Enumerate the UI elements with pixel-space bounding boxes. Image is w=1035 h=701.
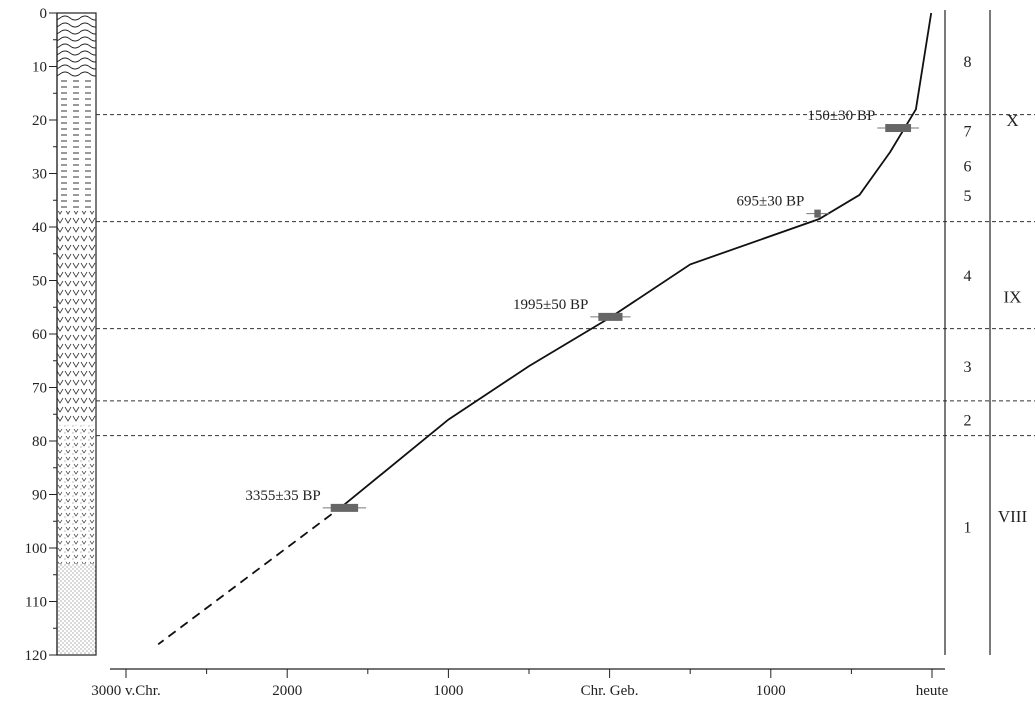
depth-tick-label: 80 (32, 434, 47, 450)
depth-tick-label: 120 (25, 648, 48, 664)
depth-tick-label: 50 (32, 274, 47, 290)
date-calibrated-range (814, 209, 821, 218)
time-tick-label: 1000 (433, 683, 463, 699)
pollen-zone-label: 5 (964, 188, 972, 205)
pollen-zone-label: 4 (964, 268, 972, 285)
date-calibrated-range (598, 312, 623, 321)
pollen-zone-label: 8 (964, 54, 972, 71)
depth-tick-label: 60 (32, 327, 47, 343)
date-calibrated-range (330, 503, 359, 512)
depth-tick-label: 70 (32, 381, 47, 397)
zone-columns: 8 7 6 5 4 3 2 1 X IX VIII (944, 10, 1028, 655)
period-zone-label: VIII (998, 507, 1028, 526)
date-label: 1995±50 BP (513, 297, 588, 313)
lithology-segment-sparse-v (57, 424, 96, 565)
period-zone-label: X (1006, 111, 1018, 130)
depth-tick-label: 40 (32, 220, 47, 236)
radiocarbon-dates: 150±30 BP 695±30 BP 1995±50 BP 3355±35 BP (245, 108, 920, 512)
age-depth-line-dashed (157, 504, 345, 646)
lithology-segment-waves (57, 13, 96, 78)
lithology-segment-dots (57, 564, 96, 655)
time-tick-label: 1000 (756, 683, 786, 699)
age-depth-line-solid (343, 12, 933, 506)
pollen-zone-label: 1 (964, 520, 972, 537)
lithology-column (56, 12, 97, 656)
depth-tick-label: 20 (32, 113, 47, 129)
lithology-segment-dashes (57, 77, 96, 211)
depth-tick-label: 0 (40, 6, 48, 22)
pollen-zone-label: 6 (964, 158, 972, 175)
date-label: 695±30 BP (736, 194, 804, 210)
zone-boundaries (96, 114, 1035, 437)
depth-tick-label: 30 (32, 167, 47, 183)
depth-tick-label: 100 (25, 541, 48, 557)
time-axis: 3000 v.Chr. 2000 1000 Chr. Geb. 1000 heute (91, 668, 949, 699)
lithology-segment-v-marks (57, 210, 96, 425)
depth-tick-label: 110 (25, 595, 47, 611)
time-tick-label: 3000 v.Chr. (91, 683, 160, 699)
time-tick-label: heute (916, 683, 949, 699)
time-tick-label: Chr. Geb. (581, 683, 639, 699)
date-calibrated-range (885, 124, 912, 133)
depth-axis: 0 10 20 30 40 50 60 70 80 90 100 110 120 (25, 6, 58, 664)
pollen-zone-label: 7 (964, 124, 972, 141)
depth-tick-label: 90 (32, 488, 47, 504)
pollen-zone-label: 3 (964, 359, 972, 376)
pollen-zone-label: 2 (964, 413, 972, 430)
period-zone-label: IX (1004, 288, 1022, 307)
date-label: 150±30 BP (807, 108, 875, 124)
depth-tick-label: 10 (32, 60, 47, 76)
time-tick-label: 2000 (272, 683, 302, 699)
date-label: 3355±35 BP (245, 488, 320, 504)
